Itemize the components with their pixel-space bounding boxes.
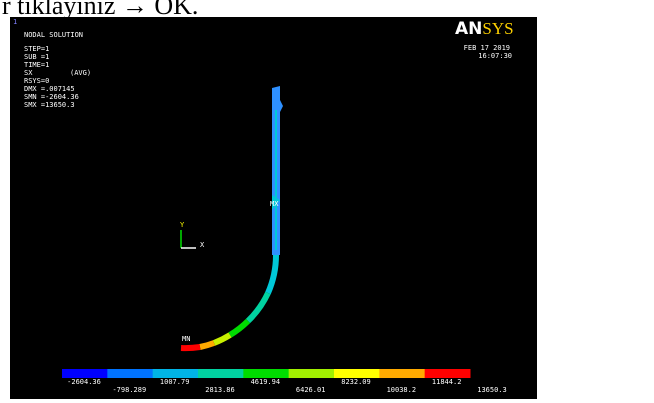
page: r tıklayınız → OK. 1 NODAL SOLUTION ANSY… [0,0,654,403]
plot-title: NODAL SOLUTION [24,31,83,39]
min-label: MN [182,335,190,343]
logo-part: SYS [482,19,513,38]
max-label: MX [270,200,279,208]
legend-swatch [243,369,289,378]
info-line: RSYS=0 [24,77,49,85]
legend-swatch [425,369,471,378]
legend-swatch [379,369,425,378]
screenshot: r tıklayınız → OK. 1 NODAL SOLUTION ANSY… [0,0,654,403]
info-line: (AVG) [70,69,91,77]
logo-part: AN [455,19,482,39]
info-line: STEP=1 [24,45,49,53]
legend-label: -798.289 [112,386,146,394]
legend-label: 6426.01 [296,386,326,394]
legend-label: 2813.86 [205,386,235,394]
info-line: TIME=1 [24,61,49,69]
info-line: SX [24,69,33,77]
legend-swatch [334,369,380,378]
legend-swatch [62,369,108,378]
time: 16:07:30 [478,52,512,60]
bend-segment [181,347,200,348]
bend-segment [200,343,214,347]
legend-swatch [198,369,244,378]
legend-label: 8232.09 [341,378,371,386]
legend-swatch [289,369,335,378]
info-line: SUB =1 [24,53,49,61]
info-line: DMX =.007145 [24,85,75,93]
ansys-logo: ANSYS [455,19,514,39]
legend-swatch [153,369,199,378]
info-line: SMX =13650.3 [24,101,75,109]
legend-label: 1007.79 [160,378,190,386]
legend-swatch [107,369,153,378]
legend-label: -2604.36 [67,378,101,386]
legend-label: 11844.2 [432,378,462,386]
info-line: SMN =-2604.36 [24,93,79,101]
window-number: 1 [13,18,17,26]
legend-label: 10038.2 [387,386,417,394]
legend-label: 13650.3 [477,386,507,394]
legend-label: 4619.94 [251,378,281,386]
date: FEB 17 2019 [464,44,510,52]
